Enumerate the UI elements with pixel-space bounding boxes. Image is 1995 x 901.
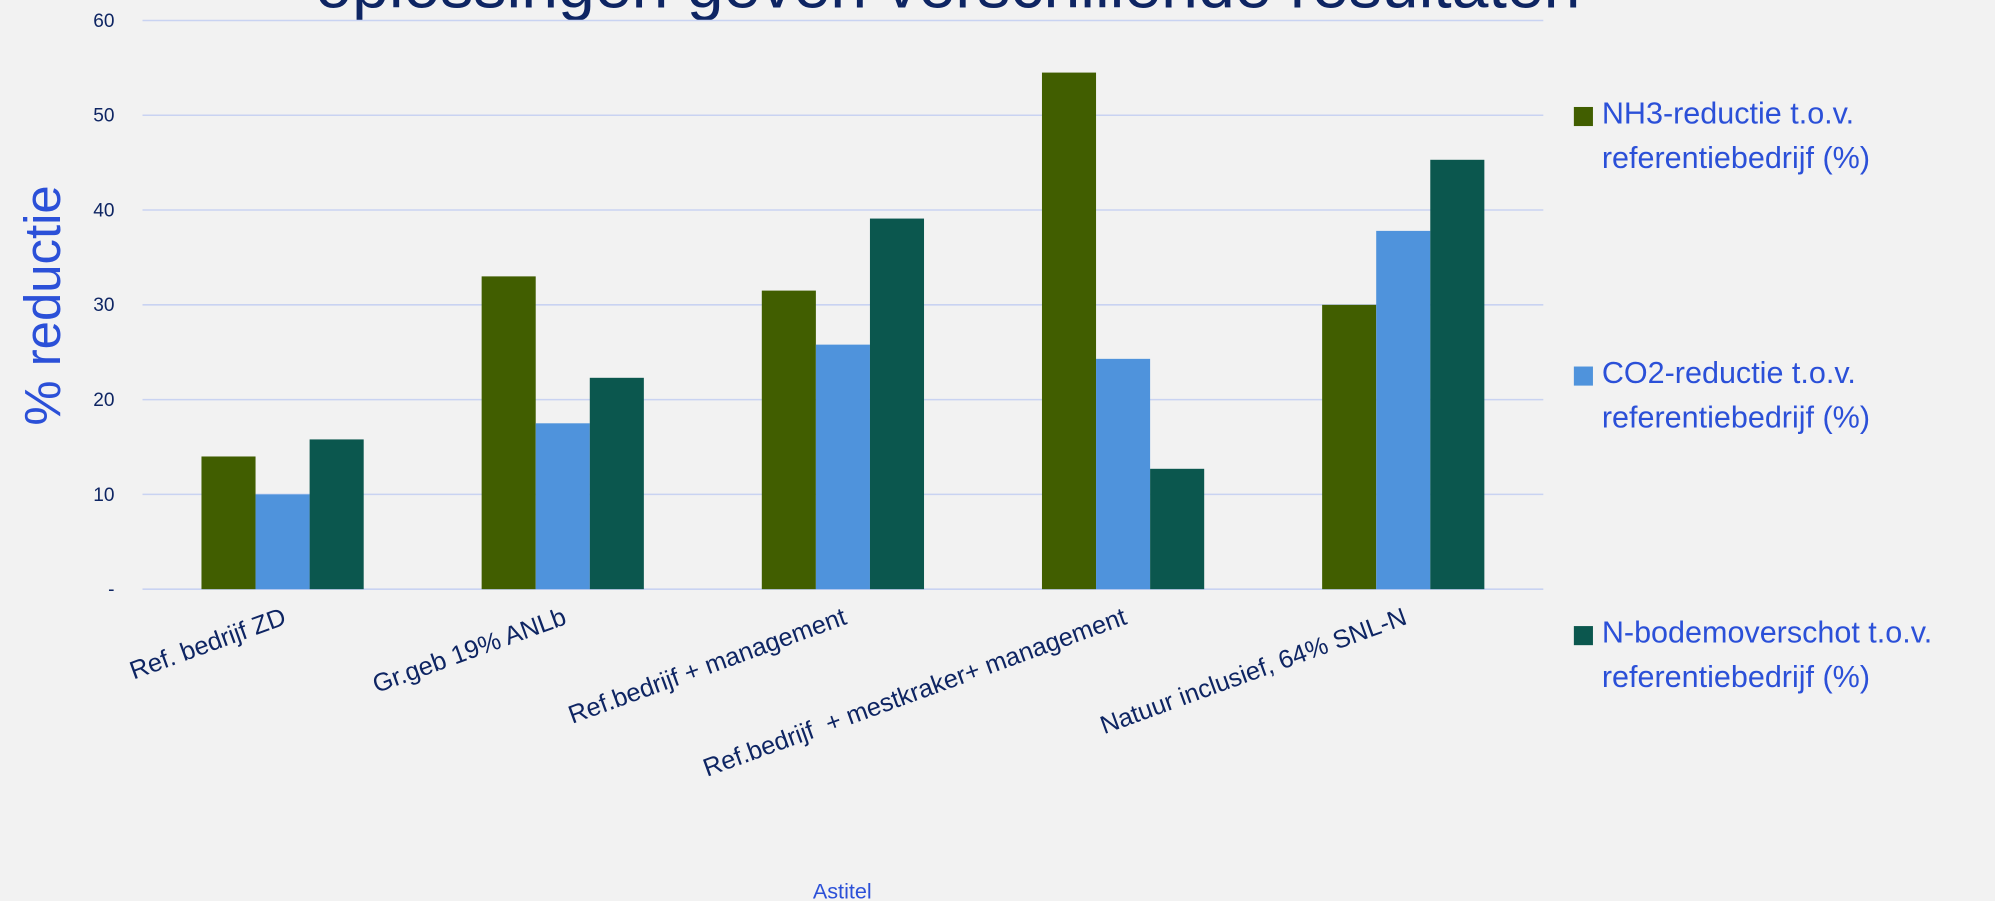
y-tick-label: 30 — [93, 295, 114, 316]
legend-label: NH3-reductie t.o.v. referentiebedrijf (%… — [1601, 96, 1870, 176]
legend-swatch — [1573, 626, 1593, 646]
legend-swatch — [1573, 106, 1593, 127]
chart-title: oplossingen geven verschillende resultat… — [315, 0, 1580, 23]
bar — [535, 423, 590, 590]
y-tick-label: 60 — [93, 11, 114, 32]
bar — [201, 456, 256, 590]
bar — [481, 276, 536, 590]
y-tick-label: - — [108, 580, 114, 601]
x-tick-label: Gr.geb 19% ANLb — [369, 603, 570, 699]
y-tick-label: 40 — [93, 200, 114, 221]
x-tick-label: Ref. bedrijf ZD — [126, 603, 290, 685]
legend-entry: N-bodemoverschot t.o.v. referentiebedrij… — [1601, 615, 1933, 695]
y-axis-label: % reductie — [14, 185, 71, 425]
x-axis-label: Astitel — [813, 878, 872, 901]
bar — [1376, 230, 1431, 590]
bar — [255, 494, 310, 590]
bar — [1096, 358, 1151, 590]
bar — [1041, 72, 1097, 590]
y-tick-label: 50 — [93, 106, 114, 127]
legend-entry: CO2-reductie t.o.v. referentiebedrijf (%… — [1601, 356, 1870, 436]
bar — [761, 290, 816, 590]
bar — [1322, 304, 1377, 590]
y-tick-label: 20 — [93, 390, 114, 411]
bar — [589, 377, 644, 590]
bar — [309, 439, 364, 590]
x-tick-label: Natuur inclusief, 64% SNL-N — [1097, 603, 1411, 740]
legend-label: N-bodemoverschot t.o.v. referentiebedrij… — [1601, 615, 1933, 695]
y-tick-label: 10 — [93, 485, 114, 506]
bar — [1430, 159, 1485, 590]
legend-label: CO2-reductie t.o.v. referentiebedrijf (%… — [1601, 356, 1870, 436]
legend-swatch — [1573, 366, 1593, 386]
bar — [815, 344, 870, 590]
bar — [1150, 468, 1205, 590]
x-tick-label: Ref.bedrijf + management — [565, 603, 850, 730]
bar — [869, 218, 925, 590]
legend-entry: NH3-reductie t.o.v. referentiebedrijf (%… — [1601, 96, 1870, 176]
